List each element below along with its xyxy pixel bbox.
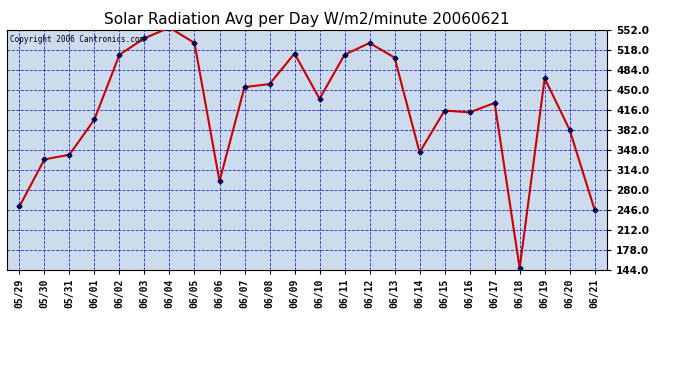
- Text: Copyright 2006 Cantronics.com: Copyright 2006 Cantronics.com: [10, 35, 144, 44]
- Title: Solar Radiation Avg per Day W/m2/minute 20060621: Solar Radiation Avg per Day W/m2/minute …: [104, 12, 510, 27]
